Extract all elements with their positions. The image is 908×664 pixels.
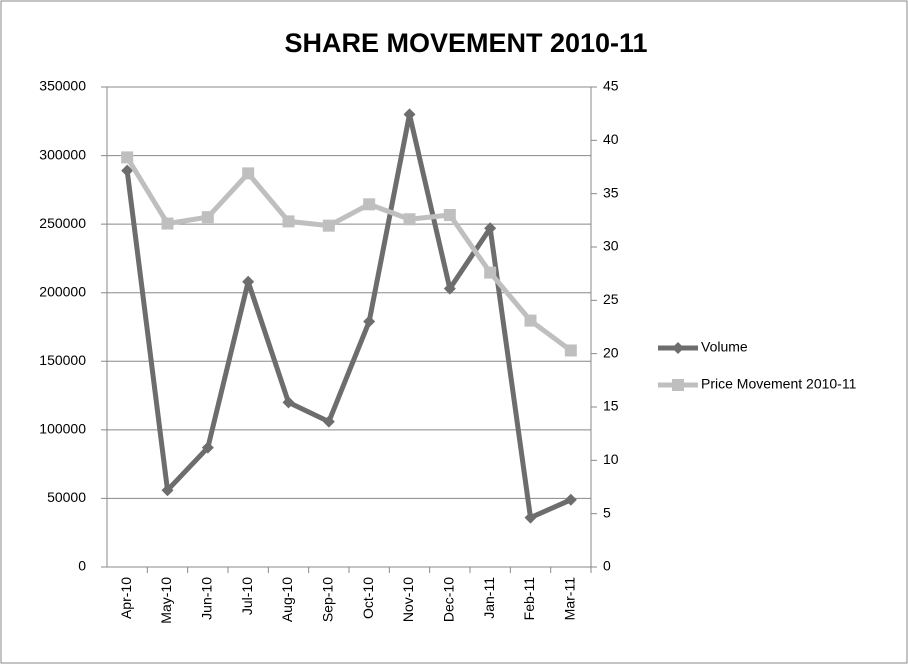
legend-label: Price Movement 2010-11 <box>701 376 857 392</box>
x-tick-label: Nov-10 <box>400 577 416 622</box>
y2-tick-label: 0 <box>603 558 611 574</box>
y-tick-label: 300000 <box>39 146 86 162</box>
y-tick-label: 150000 <box>39 352 86 368</box>
y-tick-label: 100000 <box>39 421 86 437</box>
data-point <box>242 275 255 288</box>
y2-tick-label: 20 <box>603 344 619 360</box>
y2-tick-label: 15 <box>603 398 619 414</box>
data-point <box>403 213 416 226</box>
x-tick-label: Feb-11 <box>521 577 537 621</box>
y2-tick-label: 5 <box>603 504 611 520</box>
data-point <box>403 108 416 121</box>
y-tick-label: 350000 <box>39 78 86 94</box>
y-tick-label: 250000 <box>39 215 86 231</box>
data-point <box>121 151 134 164</box>
y-tick-label: 50000 <box>47 489 86 505</box>
data-point <box>201 441 214 454</box>
data-point <box>484 222 497 235</box>
legend-label: Volume <box>701 339 748 355</box>
x-tick-label: Apr-10 <box>118 577 134 619</box>
data-point <box>564 344 577 357</box>
x-tick-label: Jun-10 <box>199 577 215 620</box>
data-point <box>443 282 456 295</box>
y2-tick-label: 35 <box>603 184 619 200</box>
data-point <box>443 209 456 221</box>
x-tick-label: Dec-10 <box>441 577 457 622</box>
series-line <box>125 156 573 353</box>
y2-tick-label: 10 <box>603 451 619 467</box>
data-point <box>282 215 295 228</box>
x-tick-label: Jan-11 <box>481 577 497 619</box>
y2-tick-label: 45 <box>603 78 619 94</box>
data-point <box>201 211 214 224</box>
x-tick-label: Jul-10 <box>239 577 255 615</box>
series-line <box>124 111 572 521</box>
data-point <box>524 511 537 524</box>
data-point <box>524 314 537 327</box>
y-tick-label: 200000 <box>39 283 86 299</box>
x-tick-label: Sep-10 <box>320 577 336 622</box>
y2-tick-label: 40 <box>603 131 619 147</box>
data-point <box>161 217 174 230</box>
data-point <box>161 484 174 497</box>
y2-tick-label: 25 <box>603 291 619 307</box>
x-tick-label: Aug-10 <box>279 577 295 622</box>
x-tick-label: Oct-10 <box>360 577 376 619</box>
legend-marker <box>672 379 684 391</box>
data-point <box>363 315 376 328</box>
data-point <box>484 266 497 279</box>
data-point <box>282 396 295 409</box>
data-point <box>363 198 376 211</box>
data-point <box>564 493 577 506</box>
data-point <box>322 415 335 428</box>
x-tick-label: May-10 <box>158 577 174 624</box>
y-tick-label: 0 <box>78 558 86 574</box>
legend-marker <box>672 342 684 354</box>
x-tick-label: Mar-11 <box>562 577 578 621</box>
data-point <box>121 164 134 177</box>
y2-tick-label: 30 <box>603 238 619 254</box>
data-point <box>322 219 335 232</box>
chart-title: SHARE MOVEMENT 2010-11 <box>284 28 647 58</box>
data-point <box>242 167 255 180</box>
